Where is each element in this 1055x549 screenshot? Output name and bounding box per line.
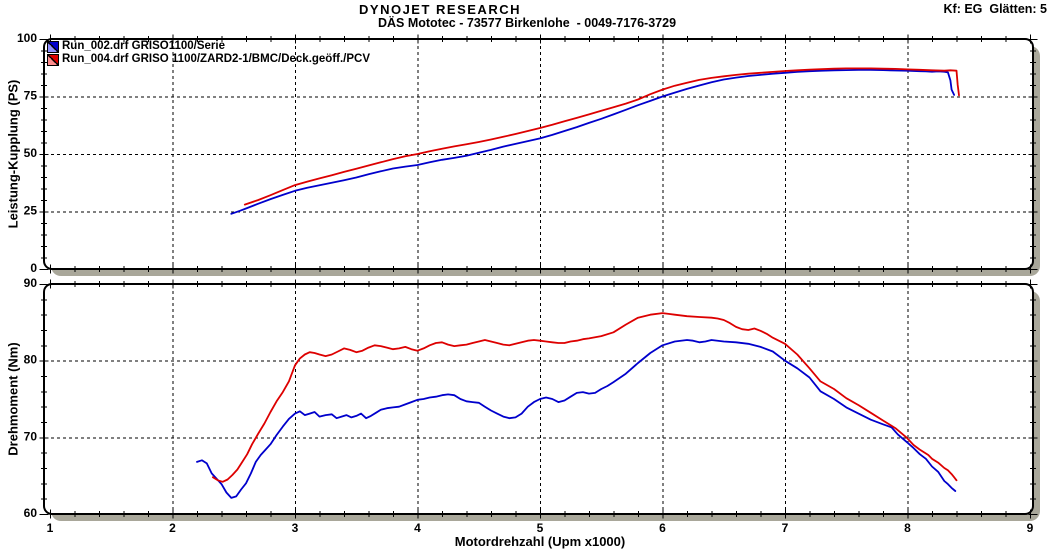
page-subtitle: DÄS Mototec - 73577 Birkenlohe - 0049-71… — [377, 16, 677, 30]
y-tick-label: 80 — [24, 353, 38, 367]
power-curve-run_002 — [230, 68, 955, 215]
grid — [45, 40, 1032, 268]
x-tick-label: 7 — [782, 521, 789, 535]
torque-curve-run_002 — [196, 339, 957, 499]
x-axis-title: Motordrehzahl (Upm x1000) — [455, 534, 625, 549]
y-tick-labels: 0 25 50 75 100 — [17, 31, 37, 275]
smoothing-info: Kf: EG Glätten: 5 — [943, 2, 1047, 16]
tick-marks — [39, 279, 1038, 519]
x-tick-label: 3 — [292, 521, 299, 535]
legend-swatch-run_002 — [47, 40, 59, 53]
torque-chart: 60 70 80 90 1 2 3 4 5 6 7 8 9 Motordrehzahl (Upm x100… — [6, 276, 1040, 549]
torque-curve-run_004 — [212, 312, 958, 483]
legend-item-run_002: Run_002.drf GRISO1100/Serie — [47, 40, 370, 53]
y-tick-label: 90 — [24, 276, 38, 290]
x-tick-label: 8 — [904, 521, 911, 535]
legend-swatch-run_004 — [47, 53, 59, 66]
x-tick-label: 6 — [659, 521, 666, 535]
y-tick-labels: 60 70 80 90 — [24, 276, 38, 520]
x-tick-label: 5 — [537, 521, 544, 535]
y-tick-label: 60 — [24, 506, 38, 520]
y-tick-label: 70 — [24, 429, 38, 443]
x-tick-label: 2 — [169, 521, 176, 535]
x-tick-label: 1 — [47, 521, 54, 535]
legend: Run_002.drf GRISO1100/Serie Run_004.drf G… — [47, 40, 370, 66]
x-tick-labels: 1 2 3 4 5 6 7 8 9 — [47, 521, 1034, 535]
power-curve-run_004 — [243, 67, 960, 206]
power-chart: 0 25 50 75 100 Leistung-Kupplung (PS) — [6, 31, 1040, 276]
y-tick-label: 50 — [24, 146, 38, 160]
y-axis-title: Leistung-Kupplung (PS) — [6, 80, 21, 229]
svg-text:Leistung-Kupplung (PS): Leistung-Kupplung (PS) — [6, 80, 21, 229]
legend-label-run_004: Run_004.drf GRISO 1100/ZARD2-1/BMC/Deck.… — [62, 53, 371, 65]
svg-text:Drehmoment (Nm): Drehmoment (Nm) — [6, 342, 21, 455]
curves — [230, 67, 960, 215]
y-tick-label: 0 — [30, 261, 37, 275]
page-title: DYNOJET RESEARCH — [359, 2, 521, 17]
y-tick-label: 25 — [24, 204, 38, 218]
x-tick-label: 4 — [414, 521, 421, 535]
y-axis-title: Drehmoment (Nm) — [6, 342, 21, 455]
y-tick-label: 100 — [17, 31, 37, 45]
legend-label-run_002: Run_002.drf GRISO1100/Serie — [62, 40, 225, 52]
tick-marks — [39, 34, 1038, 274]
legend-item-run_004: Run_004.drf GRISO 1100/ZARD2-1/BMC/Deck.… — [47, 53, 370, 66]
y-tick-label: 75 — [24, 89, 38, 103]
curves — [196, 312, 958, 499]
x-tick-label: 9 — [1027, 521, 1034, 535]
